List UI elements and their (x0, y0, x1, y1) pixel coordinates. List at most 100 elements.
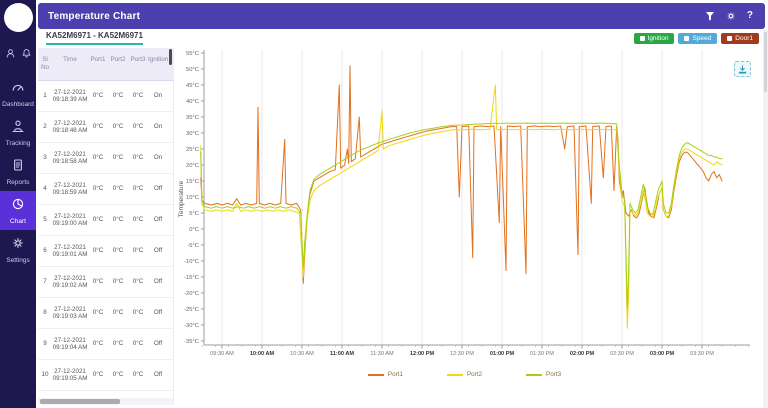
sidebar-nav: Dashboard Tracking Reports Chart Settings (0, 74, 36, 269)
time-cell: 27-12-2021 09:19:05 AM (52, 367, 88, 383)
x-tick-label: 09:30 AM (210, 351, 234, 357)
sidebar-item-chart[interactable]: Chart (0, 191, 36, 230)
y-tick-label: -30°C (184, 323, 199, 329)
port2-cell: 0°C (112, 154, 124, 162)
port2-cell: 0°C (112, 371, 124, 379)
gear-icon[interactable] (726, 11, 736, 21)
row-number: 6 (43, 247, 47, 255)
toggle-speed-button[interactable]: Speed (678, 32, 718, 44)
ignition-cell: Off (153, 185, 163, 193)
column-header-port2: Port2 (110, 56, 126, 63)
user-icon[interactable] (5, 46, 16, 64)
sidebar-item-settings[interactable]: Settings (0, 230, 36, 269)
table-horizontal-scrollbar-track (38, 398, 173, 405)
y-tick-label: 5°C (189, 211, 199, 217)
sidebar-item-tracking[interactable]: Tracking (0, 113, 36, 152)
legend-item-port2[interactable]: Port2 (446, 371, 482, 378)
toggle-door1-button[interactable]: Door1 (721, 32, 759, 44)
series-line-port3 (200, 122, 723, 310)
download-icon (738, 64, 747, 74)
x-tick-label: 10:30 AM (290, 351, 314, 357)
y-tick-label: 15°C (186, 179, 199, 185)
port2-cell: 0°C (112, 309, 124, 317)
sidebar-item-reports[interactable]: Reports (0, 152, 36, 191)
column-header-sl-no: Sl No (40, 56, 50, 72)
port1-cell: 0°C (92, 123, 104, 131)
temperature-line-chart: 55°C 50°C 45°C 40°C 35°C 30°C 25°C 20°C 15°C 10°C… (178, 50, 750, 357)
port3-cell: 0°C (132, 92, 144, 100)
x-tick-label: 01:30 PM (530, 351, 554, 357)
column-header-ignition: Ignition (148, 56, 168, 63)
row-number: 8 (43, 309, 47, 317)
row-number: 2 (43, 123, 47, 131)
table-vertical-scrollbar[interactable] (169, 49, 172, 65)
sidebar-item-label: Chart (10, 218, 26, 225)
row-number: 7 (43, 278, 47, 286)
port3-cell: 0°C (132, 154, 144, 162)
filter-icon[interactable] (705, 11, 715, 21)
table-row[interactable]: 8 27-12-2021 09:19:03 AM 0°C 0°C 0°C Off (38, 298, 173, 330)
time-cell: 27-12-2021 09:19:00 AM (52, 212, 88, 228)
settings-icon (11, 236, 25, 255)
content-area: Sl No Time Port1 Port2 Port3 Ignition 1 27-12-… (38, 48, 765, 408)
ignition-cell: Off (153, 247, 163, 255)
checkbox-icon (639, 35, 645, 41)
table-row[interactable]: 7 27-12-2021 09:19:02 AM 0°C 0°C 0°C Off (38, 267, 173, 299)
port1-cell: 0°C (92, 340, 104, 348)
chart-panel: 55°C 50°C 45°C 40°C 35°C 30°C 25°C 20°C 15°C 10°C… (174, 48, 765, 408)
tab-vehicle[interactable]: KA52M6971 - KA52M6971 (46, 31, 143, 45)
port3-cell: 0°C (132, 340, 144, 348)
table-row[interactable]: 6 27-12-2021 09:19:01 AM 0°C 0°C 0°C Off (38, 236, 173, 268)
ignition-cell: Off (153, 309, 163, 317)
help-icon[interactable]: ? (746, 10, 753, 21)
y-tick-label: 20°C (186, 163, 199, 169)
series-line-port2 (200, 84, 723, 329)
legend-swatch (367, 373, 384, 376)
legend-item-port1[interactable]: Port1 (367, 371, 403, 378)
table-row[interactable]: 10 27-12-2021 09:19:05 AM 0°C 0°C 0°C Off (38, 360, 173, 392)
company-logo (3, 3, 33, 32)
sidebar-item-label: Tracking (5, 140, 31, 147)
legend-item-port3[interactable]: Port3 (526, 371, 561, 378)
sidebar-item-label: Dashboard (2, 101, 34, 108)
port2-cell: 0°C (112, 123, 124, 131)
port3-cell: 0°C (132, 185, 144, 193)
toggle-label: Door1 (735, 34, 753, 42)
y-tick-label: 25°C (186, 147, 199, 153)
table-row[interactable]: 4 27-12-2021 09:18:59 AM 0°C 0°C 0°C Off (38, 174, 173, 206)
port3-cell: 0°C (132, 371, 144, 379)
column-header-port1: Port1 (90, 56, 106, 63)
sidebar-item-dashboard[interactable]: Dashboard (0, 74, 36, 113)
table-row[interactable]: 1 27-12-2021 09:18:39 AM 0°C 0°C 0°C On (38, 81, 173, 113)
x-tick-label: 11:00 AM (330, 351, 354, 357)
port1-cell: 0°C (92, 247, 104, 255)
chart-icon (11, 197, 25, 216)
port3-cell: 0°C (132, 216, 144, 224)
y-tick-label: -20°C (184, 291, 199, 297)
page-scrollbar[interactable] (764, 32, 767, 92)
table-row[interactable]: 3 27-12-2021 09:18:58 AM 0°C 0°C 0°C On (38, 143, 173, 175)
x-tick-label: 01:00 PM (490, 351, 515, 357)
page-scrollbar-track (763, 30, 768, 408)
port1-cell: 0°C (92, 309, 104, 317)
table-row[interactable]: 5 27-12-2021 09:19:00 AM 0°C 0°C 0°C Off (38, 205, 173, 237)
dashboard-icon (11, 80, 25, 99)
row-number: 9 (43, 340, 47, 348)
y-tick-label: 35°C (186, 115, 199, 121)
row-number: 1 (43, 92, 47, 100)
time-cell: 27-12-2021 09:18:39 AM (52, 88, 88, 104)
ignition-cell: On (153, 154, 163, 162)
bell-icon[interactable] (21, 46, 32, 64)
x-tick-label: 11:30 AM (370, 351, 394, 357)
download-chart-button[interactable] (734, 61, 751, 77)
series-line-port1 (200, 65, 723, 284)
ignition-cell: On (153, 92, 163, 100)
checkbox-icon (684, 35, 690, 41)
page-title: Temperature Chart (48, 10, 141, 22)
toggle-ignition-button[interactable]: Ignition (633, 32, 675, 44)
table-row[interactable]: 9 27-12-2021 09:19:04 AM 0°C 0°C 0°C Off (38, 329, 173, 361)
table-row[interactable]: 2 27-12-2021 09:18:48 AM 0°C 0°C 0°C On (38, 112, 173, 144)
legend-swatch (526, 373, 543, 376)
table-horizontal-scrollbar[interactable] (40, 399, 120, 404)
y-tick-label: 10°C (186, 195, 199, 201)
